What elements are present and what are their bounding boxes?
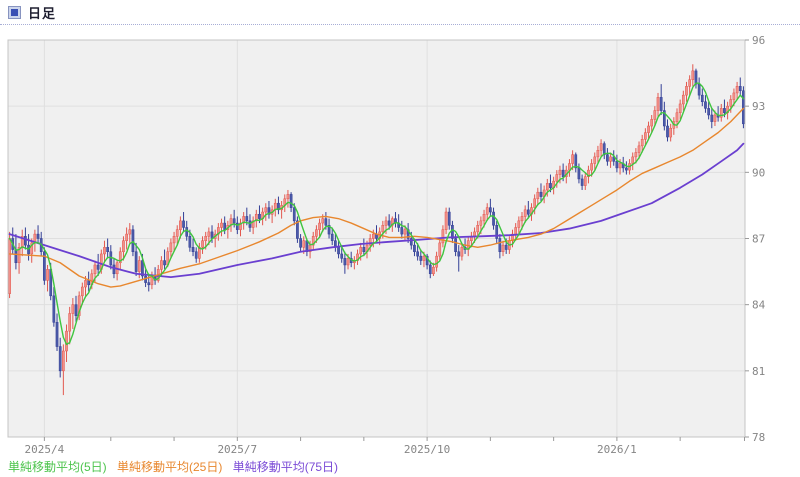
legend-ma25-label: 単純移動平均(25日) [117, 460, 223, 474]
y-axis-label: 93 [752, 100, 765, 113]
legend-ma75-label: 単純移動平均(75日) [232, 460, 339, 474]
y-axis-label: 90 [752, 166, 765, 179]
ma25-line [8, 107, 745, 288]
x-axis-label: 2025/4 [25, 443, 65, 456]
x-axis-label: 2025/7 [217, 443, 257, 456]
chart-legend: 単純移動平均(5日) 単純移動平均(25日) 単純移動平均(75日) [8, 458, 345, 475]
legend-ma5-label: 単純移動平均(5日) [8, 460, 107, 474]
y-axis-label: 84 [752, 299, 766, 312]
ma75-line [8, 142, 745, 278]
y-axis-label: 96 [752, 34, 765, 47]
page-title: 日足 [28, 5, 57, 21]
y-axis-label: 87 [752, 233, 765, 246]
axes: 96 93 90 87 84 81 78 2025/4 2025/7 2025/10 2026/1 [25, 34, 766, 456]
x-axis-label: 2025/10 [404, 443, 450, 456]
ma5-line [8, 82, 745, 346]
plot-border [7, 39, 746, 438]
gridlines [8, 40, 745, 437]
plot-area [8, 40, 745, 437]
chart-header: 日足 [0, 0, 800, 25]
x-axis-label: 2026/1 [597, 443, 637, 456]
y-axis-label: 78 [752, 431, 765, 444]
candles [8, 64, 745, 396]
daily-chart-icon [8, 5, 21, 19]
y-axis-label: 81 [752, 365, 765, 378]
